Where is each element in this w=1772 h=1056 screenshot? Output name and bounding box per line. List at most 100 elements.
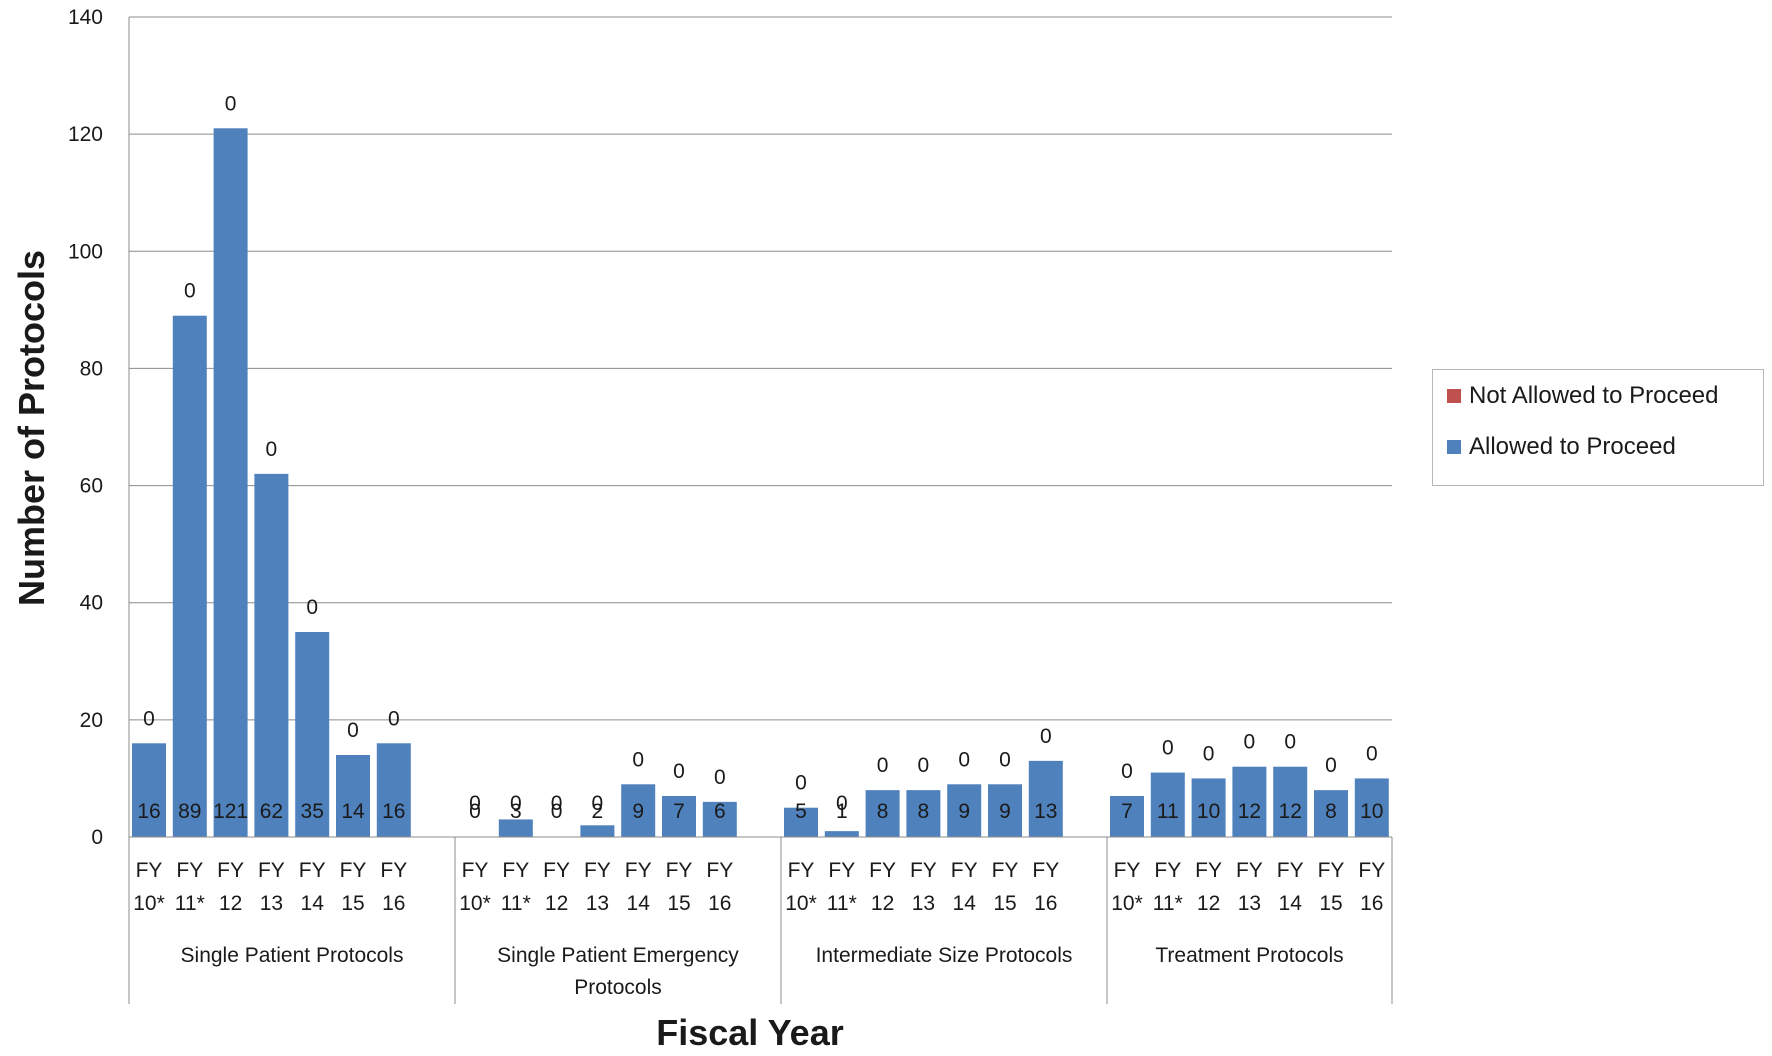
data-label-allowed: 9 [958,800,970,823]
data-label-not-allowed: 0 [306,596,318,619]
x-tick-label: 12 [1197,892,1220,915]
bar-allowed [621,784,656,837]
x-tick-label: FY [992,859,1019,882]
legend-swatch-not-allowed [1447,389,1461,403]
data-label-not-allowed: 0 [918,754,930,777]
x-tick-label: 11* [175,892,205,915]
data-label-allowed: 10 [1197,800,1220,823]
data-label-not-allowed: 0 [510,792,522,815]
y-axis-title: Number of Protocols [11,250,52,606]
data-label-not-allowed: 0 [795,772,807,795]
y-tick-label: 100 [68,240,103,263]
group-label: Treatment Protocols [1155,944,1343,967]
data-label-not-allowed: 0 [1162,737,1174,760]
data-label-not-allowed: 0 [388,707,400,730]
x-tick-label: 16 [1360,892,1383,915]
x-tick-label: 13 [912,892,935,915]
bar-allowed [865,790,900,837]
y-tick-label: 60 [80,475,103,498]
bar-allowed [376,743,411,837]
data-label-not-allowed: 0 [347,719,359,742]
x-tick-label: 12 [545,892,568,915]
data-label-allowed: 6 [714,800,726,823]
data-label-allowed: 8 [1325,800,1337,823]
bar-allowed [824,831,859,837]
x-tick-label: FY [828,859,855,882]
x-tick-label: 13 [1238,892,1261,915]
legend: Not Allowed to Proceed Allowed to Procee… [1432,369,1764,486]
data-label-allowed: 121 [213,800,248,823]
x-tick-label: 14 [627,892,651,915]
legend-label: Allowed to Proceed [1469,433,1676,460]
bar-allowed [784,807,818,837]
bar-allowed [702,801,737,837]
bar-allowed [132,743,166,837]
bar-allowed [662,796,696,837]
data-label-allowed: 11 [1157,800,1179,823]
data-label-allowed: 0 [469,800,481,823]
x-tick-label: FY [788,859,815,882]
bar-allowed [1028,760,1063,837]
legend-item-not-allowed: Not Allowed to Proceed [1447,382,1718,410]
bar-allowed [1150,772,1185,837]
legend-swatch-allowed [1447,440,1461,454]
x-tick-label: FY [910,859,937,882]
data-label-not-allowed: 0 [1366,742,1378,765]
data-label-not-allowed: 0 [1203,742,1215,765]
data-label-not-allowed: 0 [1040,725,1052,748]
x-tick-label: 11* [827,892,857,915]
data-label-allowed: 89 [178,800,201,823]
data-label-allowed: 8 [918,800,930,823]
bar-allowed [172,315,207,837]
bar-allowed [498,819,533,837]
x-tick-label: FY [1195,859,1222,882]
data-label-not-allowed: 0 [225,92,237,115]
legend-item-allowed: Allowed to Proceed [1447,433,1676,461]
data-label-allowed: 62 [260,800,283,823]
y-tick-label: 40 [80,592,103,615]
x-tick-label: 11* [501,892,531,915]
x-tick-label: FY [666,859,693,882]
data-label-not-allowed: 0 [714,766,726,789]
data-label-not-allowed: 0 [469,792,481,815]
x-tick-label: FY [706,859,733,882]
group-label: Intermediate Size Protocols [816,944,1073,967]
data-label-allowed: 3 [510,800,522,823]
x-tick-label: FY [1154,859,1181,882]
gridlines [129,16,1392,721]
bar-allowed [580,825,615,837]
bar-allowed [1110,796,1144,837]
x-tick-label: FY [951,859,978,882]
x-tick-label: FY [136,859,163,882]
bar-allowed [213,128,248,838]
data-label-not-allowed: 0 [184,280,196,303]
data-label-allowed: 0 [551,800,563,823]
data-label-allowed: 8 [877,800,889,823]
data-label-allowed: 35 [301,800,324,823]
y-tick-label: 140 [68,6,103,29]
x-tick-label: 12 [871,892,894,915]
data-label-allowed: 7 [673,800,685,823]
bar-allowed [254,473,289,837]
x-tick-label: FY [1318,859,1345,882]
x-tick-label: FY [299,859,326,882]
x-tick-label: 10* [133,892,165,915]
bar-allowed [1191,778,1226,837]
bar-allowed [947,784,982,837]
data-label-allowed: 10 [1360,800,1383,823]
x-axis-title: Fiscal Year [656,1012,844,1053]
bars [132,128,1389,838]
x-tick-label: 14 [301,892,325,915]
x-tick-label: FY [584,859,611,882]
x-tick-label: 15 [993,892,1016,915]
data-label-not-allowed: 0 [143,707,155,730]
data-label-not-allowed: 0 [1244,731,1256,754]
x-tick-label: 16 [382,892,405,915]
x-tick-label: 10* [1111,892,1143,915]
data-label-not-allowed: 0 [1121,760,1133,783]
x-tick-label: 10* [459,892,491,915]
x-tick-label: 15 [1319,892,1342,915]
x-tick-label: 16 [1034,892,1057,915]
